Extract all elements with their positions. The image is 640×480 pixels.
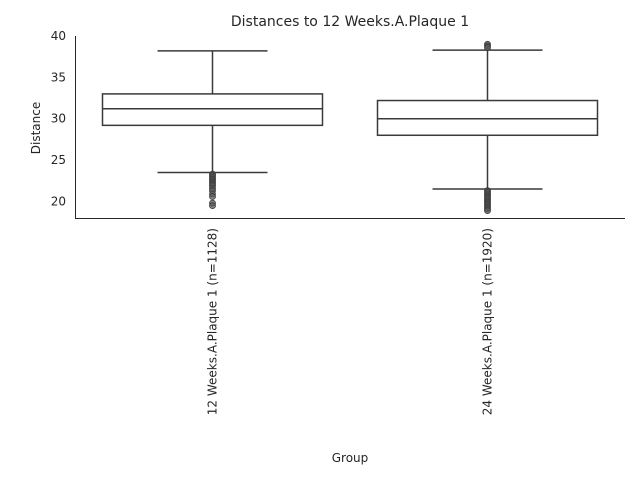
outlier-point: [209, 202, 216, 209]
outlier-point: [484, 44, 491, 51]
x-axis-ticks: 12 Weeks.A.Plaque 1 (n=1128) 24 Weeks.A.P…: [206, 228, 495, 415]
y-tick-label: 25: [51, 153, 66, 167]
box-group: [376, 40, 599, 214]
y-axis-ticks: 20 25 30 35 40: [51, 29, 66, 208]
y-tick-label: 40: [51, 29, 66, 43]
box-series: [101, 40, 599, 214]
outlier-point: [209, 193, 216, 200]
y-tick-label: 20: [51, 194, 66, 208]
x-axis-label: Group: [332, 451, 369, 465]
iqr-box: [101, 93, 324, 127]
x-tick-label: 24 Weeks.A.Plaque 1 (n=1920): [481, 228, 495, 415]
chart-title: Distances to 12 Weeks.A.Plaque 1: [231, 14, 469, 30]
y-axis-label: Distance: [29, 102, 43, 154]
box-group: [101, 50, 324, 209]
iqr-box: [376, 99, 599, 137]
x-tick-label: 12 Weeks.A.Plaque 1 (n=1128): [206, 228, 220, 415]
outlier-point: [484, 207, 491, 214]
y-tick-label: 30: [51, 112, 66, 126]
y-tick-label: 35: [51, 70, 66, 84]
